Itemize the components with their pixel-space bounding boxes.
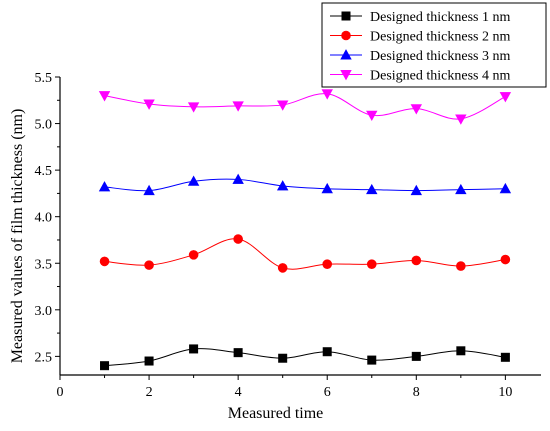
y-tick-label: 4.5 (35, 164, 53, 179)
data-point (143, 99, 155, 110)
series-line (104, 178, 506, 192)
data-point (100, 361, 110, 371)
data-point (276, 100, 289, 111)
data-point (410, 184, 423, 196)
data-point (189, 344, 199, 354)
legend: Designed thickness 1 nm Designed thicknes… (321, 2, 547, 88)
legend-marker (340, 70, 352, 81)
x-axis-title: Measured time (228, 405, 324, 422)
plot-area (98, 89, 512, 371)
series-line (104, 348, 506, 367)
data-point (456, 346, 466, 356)
data-point (143, 184, 155, 196)
data-point (233, 234, 243, 244)
y-tick-label: 5.5 (35, 71, 53, 86)
data-point (232, 173, 244, 184)
data-point (455, 183, 467, 195)
x-tick-label: 10 (498, 385, 512, 400)
y-tick-label: 2.5 (35, 350, 53, 365)
x-tick-label: 2 (146, 385, 153, 400)
axes: 0 2 4 6 8 10 2.5 3.0 3.5 4.0 4.5 5.0 5.5 (35, 71, 541, 400)
legend-marker (340, 49, 352, 60)
data-point (322, 347, 332, 357)
data-point (322, 259, 333, 269)
y-tick-label: 3.5 (35, 257, 53, 272)
series-line (104, 93, 506, 120)
data-point (499, 92, 512, 103)
data-point (500, 254, 511, 265)
legend-item: Designed thickness 4 nm (330, 69, 510, 84)
legend-item: Designed thickness 1 nm (330, 10, 510, 25)
legend-box (321, 2, 547, 88)
data-point (99, 256, 110, 267)
x-tick-label: 8 (413, 385, 420, 400)
data-point (366, 259, 377, 269)
series-3 (98, 173, 512, 196)
data-point (144, 260, 154, 270)
data-point (456, 261, 466, 271)
legend-label: Designed thickness 4 nm (370, 69, 510, 84)
series-line (104, 238, 506, 270)
x-tick-label: 0 (57, 385, 64, 400)
data-point (367, 355, 377, 365)
data-point (366, 183, 378, 195)
data-point (411, 351, 421, 361)
series-1 (100, 344, 510, 371)
data-point (276, 180, 289, 191)
data-point (188, 250, 199, 260)
data-point (321, 182, 333, 194)
data-point (233, 348, 243, 358)
legend-label: Designed thickness 1 nm (370, 10, 510, 25)
data-point (187, 102, 200, 113)
data-point (500, 352, 510, 362)
data-point (277, 263, 288, 273)
legend-label: Designed thickness 2 nm (370, 30, 510, 45)
data-point (499, 182, 512, 194)
legend-marker (341, 30, 351, 41)
data-point (455, 114, 467, 125)
y-tick-label: 4.0 (35, 211, 53, 226)
legend-marker (341, 11, 351, 21)
legend-label: Designed thickness 3 nm (370, 49, 510, 64)
legend-item: Designed thickness 3 nm (330, 49, 510, 64)
y-tick-label: 5.0 (35, 118, 53, 133)
legend-item: Designed thickness 2 nm (330, 30, 510, 45)
y-tick-label: 3.0 (35, 304, 53, 319)
data-point (187, 175, 200, 186)
data-point (366, 110, 378, 121)
data-point (232, 101, 244, 112)
x-tick-label: 6 (324, 385, 331, 400)
series-2 (99, 234, 511, 273)
data-point (321, 89, 333, 100)
x-tick-label: 4 (235, 385, 242, 400)
y-axis-title: Measured values of film thickness (nm) (9, 109, 26, 364)
data-point (411, 255, 422, 266)
data-point (98, 91, 111, 102)
data-point (98, 181, 111, 192)
series-4 (98, 89, 512, 125)
data-point (410, 104, 423, 115)
data-point (278, 353, 288, 363)
data-point (144, 356, 154, 366)
